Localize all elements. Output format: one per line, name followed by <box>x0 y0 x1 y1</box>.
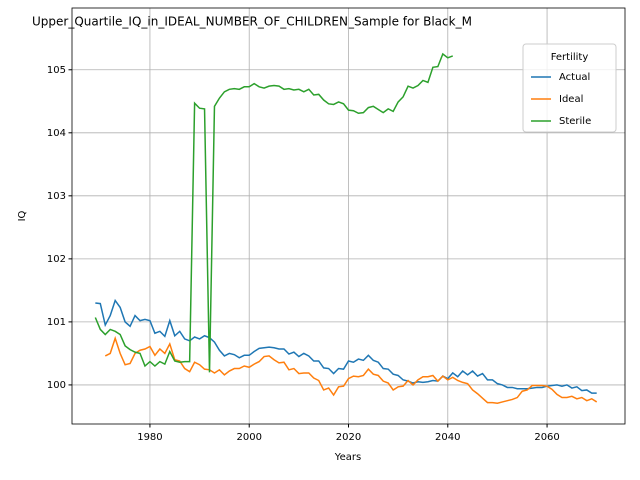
y-tick-label: 103 <box>47 191 66 202</box>
y-tick-label: 104 <box>47 128 66 139</box>
legend-label: Ideal <box>559 94 583 105</box>
x-tick-label: 2020 <box>336 432 361 443</box>
legend-label: Actual <box>559 72 590 83</box>
series-line <box>95 298 597 394</box>
series-line <box>94 52 454 373</box>
y-axis-label: IQ <box>17 210 28 221</box>
x-tick-label: 1980 <box>137 432 162 443</box>
legend-label: Sterile <box>559 116 591 127</box>
legend-box <box>522 43 617 133</box>
y-tick-label: 105 <box>47 65 66 76</box>
legend-title: Fertility <box>551 52 589 63</box>
y-tick-label: 102 <box>47 254 66 265</box>
x-axis-label: Years <box>334 452 361 463</box>
chart-title: Upper_Quartile_IQ_in_IDEAL_NUMBER_OF_CHI… <box>32 15 472 29</box>
series-line <box>104 335 598 404</box>
x-tick-label: 2000 <box>236 432 261 443</box>
y-tick-label: 100 <box>47 380 66 391</box>
x-tick-label: 2060 <box>534 432 559 443</box>
x-tick-label: 2040 <box>435 432 460 443</box>
y-tick-label: 101 <box>47 317 66 328</box>
plot-frame <box>71 7 626 425</box>
